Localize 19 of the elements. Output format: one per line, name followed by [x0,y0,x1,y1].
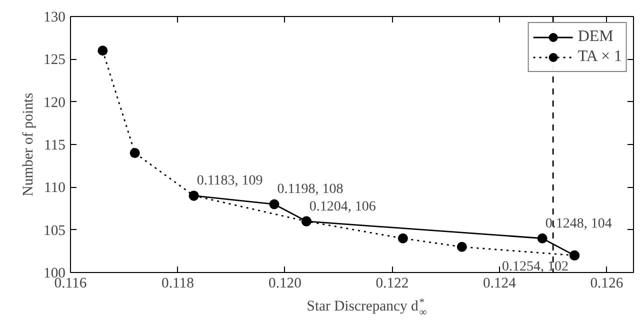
x-tick-label: 0.126 [590,276,624,292]
legend-label: DEM [578,28,614,46]
annotation: 0.1198, 108 [277,182,344,198]
annotation: 0.1248, 104 [545,216,612,232]
y-tick-label: 120 [44,94,66,111]
x-tick-label: 0.122 [376,276,409,292]
x-tick-label: 0.118 [162,276,194,292]
annotation: 0.1254, 102 [502,259,569,274]
y-axis-title: Number of points [20,92,37,196]
annotation: 0.1204, 106 [309,199,376,214]
y-tick-label: 110 [44,180,66,196]
x-tick-label: 0.124 [482,276,517,292]
legend-label: TA × 1 [578,48,622,66]
y-tick-label: 125 [44,52,66,68]
y-tick-label: 115 [44,138,66,154]
y-tick-label: 105 [44,222,66,239]
x-tick-label: 0.120 [268,276,302,292]
y-tick-label: 130 [44,10,66,26]
annotation: 0.1183, 109 [196,174,263,189]
